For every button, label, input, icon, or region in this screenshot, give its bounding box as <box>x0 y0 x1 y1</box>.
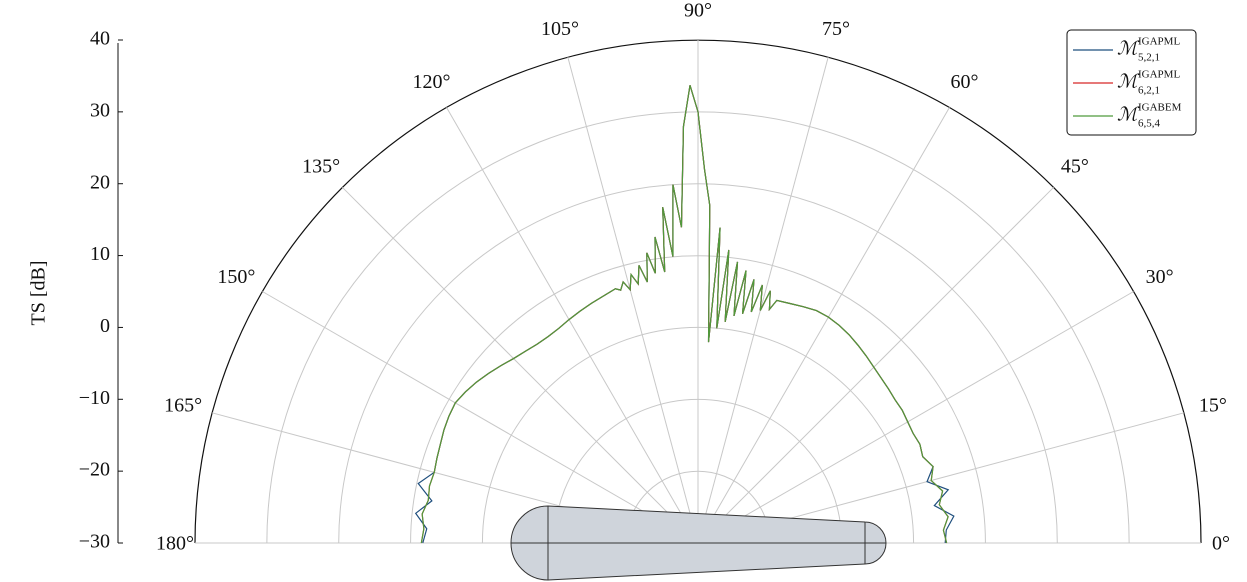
theta-tick-label: 30° <box>1146 266 1174 288</box>
series-line <box>420 85 949 544</box>
legend-label: ℳ <box>1117 71 1140 92</box>
theta-tick-label: 120° <box>413 71 451 93</box>
theta-tick-label: 135° <box>302 156 340 178</box>
legend-subscript: 6,5,4 <box>1138 118 1161 130</box>
theta-tick-label: 150° <box>217 266 255 288</box>
legend-superscript: IGAPML <box>1138 69 1180 81</box>
theta-tick-label: 45° <box>1061 156 1089 178</box>
grid-spoke <box>697 186 1055 544</box>
legend-subscript: 6,2,1 <box>1138 85 1160 97</box>
y-axis-label: TS [dB] <box>28 261 50 326</box>
theta-tick-label: 90° <box>684 0 712 22</box>
grid-spoke <box>697 57 829 544</box>
y-tick-label: −30 <box>79 531 110 553</box>
theta-tick-label: 75° <box>822 18 850 40</box>
y-tick-label: 0 <box>100 315 110 337</box>
theta-tick-label: 60° <box>951 71 979 93</box>
y-tick-label: 30 <box>90 99 110 121</box>
y-tick-label: 40 <box>90 28 110 50</box>
theta-tick-label: 15° <box>1199 395 1227 417</box>
legend <box>1066 29 1197 136</box>
plot-area <box>414 85 955 544</box>
y-tick-label: −20 <box>79 459 110 481</box>
grid-spoke <box>262 291 699 544</box>
grid-spoke <box>697 107 950 544</box>
theta-tick-label: 165° <box>164 395 202 417</box>
theta-tick-label: 105° <box>541 18 579 40</box>
series-line <box>420 85 949 544</box>
y-tick-label: −10 <box>79 387 110 409</box>
grid-spoke <box>697 291 1134 544</box>
y-tick-label: 10 <box>90 243 110 265</box>
theta-tick-label: 0° <box>1212 533 1230 555</box>
legend-label: ℳ <box>1117 104 1140 125</box>
legend-superscript: IGABEM <box>1138 102 1182 114</box>
grid-spoke <box>567 57 699 544</box>
theta-tick-label: 180° <box>156 533 194 555</box>
series-line <box>414 85 955 544</box>
grid-spoke <box>446 107 699 544</box>
legend-subscript: 5,2,1 <box>1138 52 1160 64</box>
legend-superscript: IGAPML <box>1138 36 1180 48</box>
legend-label: ℳ <box>1117 38 1140 59</box>
grid <box>194 39 1202 544</box>
y-tick-label: 20 <box>90 171 110 193</box>
grid-spoke <box>341 186 699 544</box>
